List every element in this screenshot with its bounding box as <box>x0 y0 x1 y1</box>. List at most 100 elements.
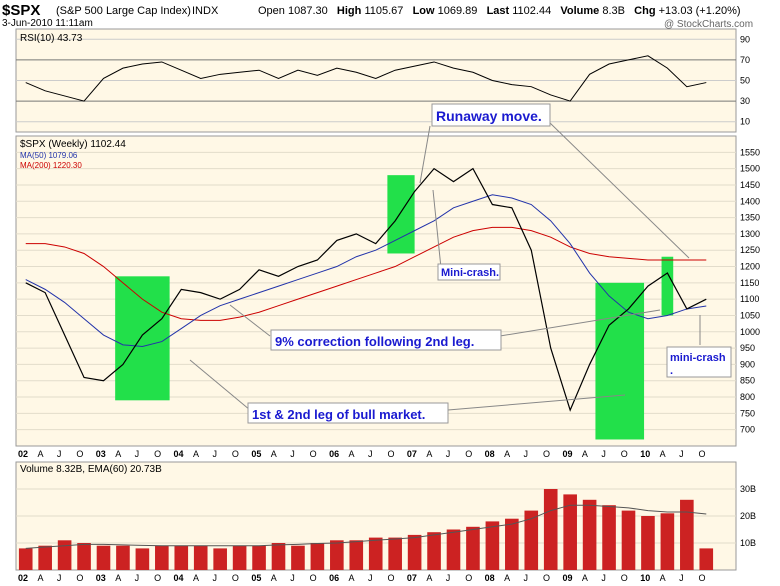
price-tick-label: 1550 <box>740 147 760 157</box>
volume-bar <box>543 489 558 570</box>
bull-box <box>247 402 449 424</box>
volume-bar <box>155 545 169 570</box>
price-tick-label: 900 <box>740 359 755 369</box>
volume-bar <box>621 510 636 570</box>
open-label: Open <box>258 5 285 17</box>
x-tick-label-bottom: 09 <box>562 573 572 583</box>
x-tick-label-bottom: J <box>679 573 684 583</box>
x-tick-label-bottom: O <box>543 573 550 583</box>
volume-bar <box>135 548 150 570</box>
volume-bar <box>18 548 33 570</box>
x-tick-label: A <box>271 449 277 459</box>
last-label: Last <box>486 5 510 17</box>
volume-legend: Volume 8.32B, EMA(60) 20.73B <box>20 464 162 475</box>
volume-bar <box>349 540 364 570</box>
x-tick-label: 08 <box>485 449 495 459</box>
x-tick-label: J <box>57 449 62 459</box>
highlight-box <box>595 282 645 440</box>
rsi-line <box>25 55 707 102</box>
runaway-box <box>431 103 551 127</box>
volume-label: Volume <box>560 5 600 17</box>
x-tick-label: O <box>465 449 472 459</box>
x-tick-label-bottom: A <box>582 573 588 583</box>
x-tick-label-bottom: J <box>212 573 217 583</box>
highlight-box <box>387 175 415 254</box>
x-tick-label: A <box>660 449 666 459</box>
runaway-leader <box>419 125 431 184</box>
price-tick-label: 700 <box>740 425 755 435</box>
mini-crash2-dot: . <box>670 365 673 377</box>
volume-bar <box>116 545 130 570</box>
x-tick-label: A <box>426 449 432 459</box>
bull-leader-2 <box>447 394 626 411</box>
ma200-line <box>25 226 707 321</box>
price-tick-label: 750 <box>740 408 755 418</box>
high-value: 1105.67 <box>364 5 404 17</box>
runaway-label: Runaway move. <box>436 108 542 124</box>
x-tick-label: A <box>582 449 588 459</box>
rsi-legend: RSI(10) 43.73 <box>20 33 83 44</box>
price-tick-label: 1250 <box>740 245 760 255</box>
x-tick-label: 10 <box>640 449 650 459</box>
volume-bar <box>174 545 189 570</box>
correction-leader <box>229 304 271 337</box>
x-tick-label: J <box>524 449 529 459</box>
volume-bar <box>232 545 247 570</box>
volume-bar <box>466 526 480 570</box>
price-tick-label: 800 <box>740 392 755 402</box>
x-tick-label: J <box>679 449 684 459</box>
exchange: INDX <box>192 5 219 17</box>
high-label: High <box>336 5 362 17</box>
x-tick-label: A <box>115 449 121 459</box>
volume-bar <box>193 545 208 570</box>
x-tick-label: O <box>699 449 706 459</box>
ma50-legend: MA(50) 1079.06 <box>20 151 78 160</box>
x-tick-label: O <box>387 449 394 459</box>
x-tick-label-bottom: O <box>621 573 628 583</box>
rsi-tick-label: 50 <box>740 76 750 86</box>
x-tick-label-bottom: 05 <box>251 573 261 583</box>
x-tick-label: J <box>446 449 451 459</box>
volume-bar <box>505 518 519 570</box>
watermark: @ StockCharts.com <box>664 19 754 30</box>
volume-bar <box>388 537 402 570</box>
x-tick-label: 06 <box>329 449 339 459</box>
volume-bar <box>641 516 655 570</box>
ohlc-bar: Open 1087.30 High 1105.67 Low 1069.89 La… <box>258 5 741 17</box>
x-tick-label-bottom: J <box>601 573 606 583</box>
x-tick-label-bottom: A <box>349 573 355 583</box>
x-tick-label: A <box>349 449 355 459</box>
x-tick-label: 02 <box>18 449 28 459</box>
price-line <box>25 167 707 412</box>
x-tick-label-bottom: J <box>57 573 62 583</box>
x-tick-label-bottom: J <box>368 573 373 583</box>
price-legend: $SPX (Weekly) 1102.44 <box>20 139 126 150</box>
ema-line <box>25 504 707 549</box>
correction-label: 9% correction following 2nd leg. <box>275 334 474 349</box>
volume-tick-label: 20B <box>740 511 756 521</box>
open-value: 1087.30 <box>287 5 328 17</box>
bull-label: 1st & 2nd leg of bull market. <box>252 407 425 422</box>
x-tick-label-bottom: 02 <box>18 573 28 583</box>
volume-bar <box>485 521 500 570</box>
x-tick-label: 07 <box>407 449 417 459</box>
x-tick-label: A <box>504 449 510 459</box>
volume-bar <box>77 543 91 570</box>
price-tick-label: 1150 <box>740 278 759 288</box>
price-tick-label: 1450 <box>740 180 760 190</box>
x-tick-label-bottom: 06 <box>329 573 339 583</box>
x-tick-label-bottom: J <box>290 573 295 583</box>
x-tick-label-bottom: O <box>76 573 83 583</box>
x-tick-label: 09 <box>562 449 572 459</box>
volume-bar <box>446 529 461 570</box>
price-tick-label: 1000 <box>740 327 760 337</box>
volume-value: 8.3B <box>602 5 625 17</box>
bull-leader <box>189 359 251 411</box>
x-tick-label-bottom: 10 <box>640 573 650 583</box>
price-tick-label: 1300 <box>740 229 760 239</box>
x-tick-label-bottom: O <box>387 573 394 583</box>
x-tick-label-bottom: A <box>115 573 121 583</box>
index-name: (S&P 500 Large Cap Index) <box>56 5 191 17</box>
low-label: Low <box>412 5 435 17</box>
